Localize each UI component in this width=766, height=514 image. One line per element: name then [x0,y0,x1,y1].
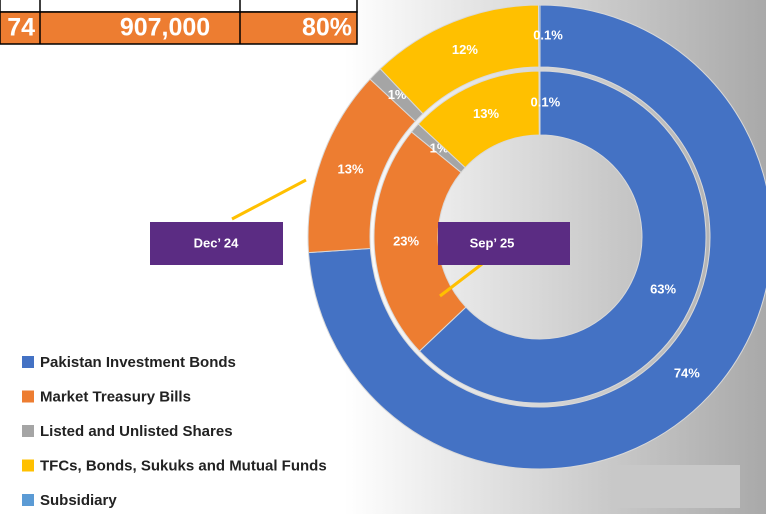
data-label: 23% [393,233,419,248]
gray-box [616,465,740,508]
legend-swatch [22,390,34,403]
callout-line [439,262,483,298]
table: 74 907,000 80% [0,0,358,45]
data-label: 13% [473,106,499,121]
data-label: 0.1% [533,28,563,43]
legend-swatch [22,425,34,437]
data-label: 0.1% [531,95,561,110]
series-label: Dec’ 24 [194,235,240,250]
donut: 74%13%1%12%0.1%63%23%1%13%0.1% [307,4,766,470]
data-label: 12% [452,42,478,57]
table-cell: 907,000 [120,14,210,42]
callout-line [231,178,307,221]
legend: Pakistan Investment Bonds Market Treasury… [22,354,327,509]
donut-segment [418,70,707,404]
table-cell: 74 [7,14,35,42]
legend-swatch [22,494,34,506]
data-label: 74% [674,366,700,381]
data-label: 13% [338,161,364,176]
donut-segment [538,70,541,136]
legend-label: TFCs, Bonds, Sukuks and Mutual Funds [40,457,327,474]
donut-segment [538,4,541,68]
legend-label: Subsidiary [40,492,117,509]
legend-label: Listed and Unlisted Shares [40,423,233,440]
callout-box [438,222,570,265]
table-row [0,11,358,45]
legend-swatch [22,356,34,368]
legend-swatch [22,459,34,472]
callout-box [150,222,283,265]
donut-segment [373,131,467,352]
series-label: Sep’ 25 [470,235,515,250]
legend-label: Pakistan Investment Bonds [40,354,236,371]
legend-label: Market Treasury Bills [40,388,191,405]
donut-segment [307,4,766,470]
data-label: 63% [650,281,676,296]
table-cell: 80% [302,14,352,42]
table-row [0,0,358,13]
